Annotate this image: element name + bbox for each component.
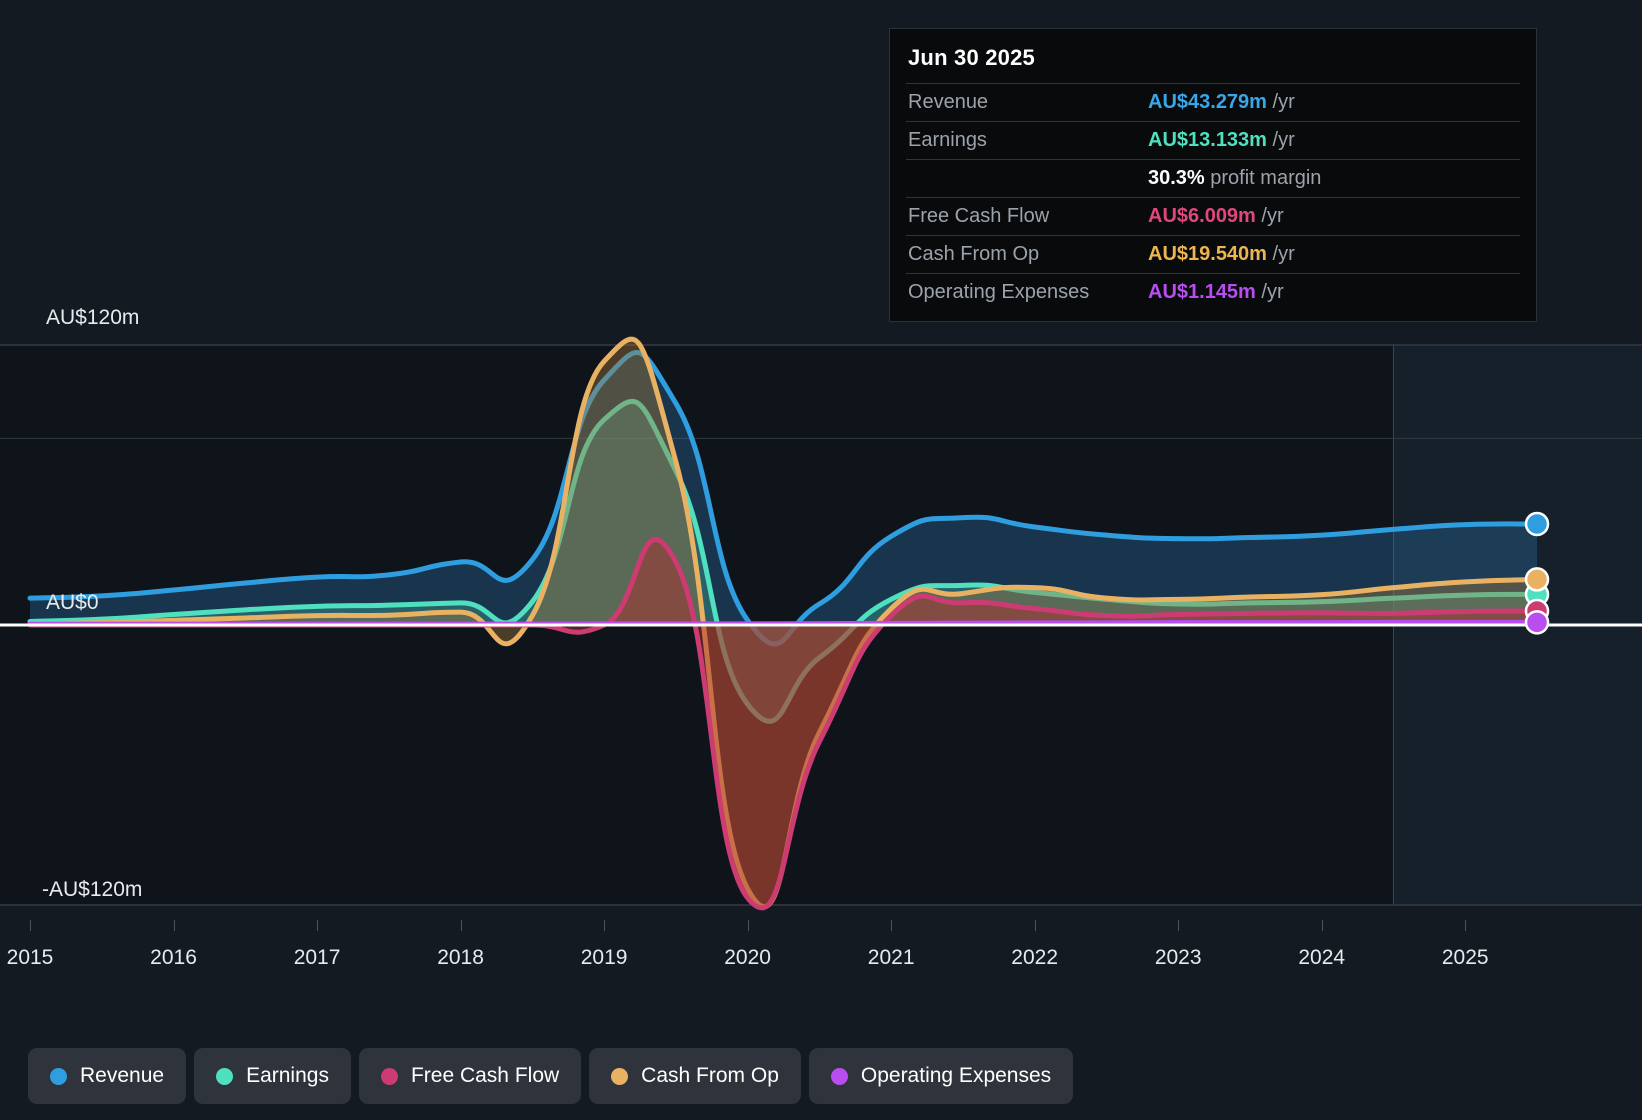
tooltip-value-number: AU$6.009m bbox=[1148, 205, 1256, 227]
legend-color-dot-icon bbox=[50, 1067, 67, 1085]
tooltip-value-unit: /yr bbox=[1255, 281, 1284, 303]
series-revenue bbox=[27, 350, 1540, 647]
x-axis-tick-mark bbox=[1178, 920, 1180, 931]
tooltip-row: Cash From Op AU$19.540m /yr bbox=[906, 235, 1520, 274]
tooltip-value-number: AU$19.540m bbox=[1148, 243, 1267, 265]
tooltip-metric-label bbox=[906, 160, 1146, 198]
tooltip-value-unit: /yr bbox=[1266, 243, 1295, 265]
x-axis-tick-label: 2024 bbox=[1298, 946, 1346, 969]
legend-color-dot-icon bbox=[830, 1067, 848, 1085]
x-axis-tick-label: 2017 bbox=[293, 946, 341, 969]
legend-item-label: Revenue bbox=[80, 1064, 165, 1087]
legend-color-dot-icon bbox=[380, 1067, 398, 1085]
data-tooltip: Jun 30 2025 Revenue AU$43.279m /yr Earning… bbox=[889, 28, 1537, 322]
y-axis-label-top: AU$120m bbox=[46, 306, 140, 329]
legend-item-operating-expenses[interactable]: Operating Expenses bbox=[808, 1048, 1074, 1104]
tooltip-value-unit: /yr bbox=[1266, 91, 1295, 113]
tooltip-value-number: 30.3% bbox=[1148, 167, 1205, 189]
x-axis-tick-mark bbox=[1321, 920, 1323, 931]
x-axis-tick-mark bbox=[460, 920, 462, 931]
x-axis-tick-mark bbox=[173, 920, 175, 931]
tooltip-row: Operating Expenses AU$1.145m /yr bbox=[906, 273, 1520, 312]
tooltip-metric-label: Operating Expenses bbox=[908, 281, 1090, 303]
tooltip-row: Earnings AU$13.133m /yr bbox=[906, 121, 1520, 160]
x-axis-tick-mark bbox=[1034, 920, 1036, 931]
x-axis-tick-label: 2025 bbox=[1441, 946, 1489, 969]
x-axis-tick-mark bbox=[1465, 920, 1467, 931]
tooltip-metric-value: AU$1.145m /yr bbox=[1146, 274, 1520, 312]
chart-legend: Revenue Earnings Free Cash Flow Cash From O… bbox=[28, 1048, 1074, 1104]
legend-item-revenue[interactable]: Revenue bbox=[28, 1048, 187, 1104]
x-axis-tick-label: 2021 bbox=[867, 946, 915, 969]
legend-item-label: Cash From Op bbox=[641, 1064, 779, 1087]
tooltip-metric-label: Revenue bbox=[908, 91, 989, 113]
series-endpoint-marker bbox=[1524, 567, 1550, 592]
x-axis-tick-label: 2020 bbox=[724, 946, 771, 969]
tooltip-metric-value: 30.3% profit margin bbox=[1146, 160, 1520, 198]
tooltip-date: Jun 30 2025 bbox=[908, 45, 1035, 70]
tooltip-value-number: AU$13.133m bbox=[1148, 129, 1267, 151]
legend-item-cash-from-op[interactable]: Cash From Op bbox=[589, 1048, 801, 1104]
legend-item-label: Operating Expenses bbox=[860, 1064, 1052, 1087]
tooltip-metric-label: Cash From Op bbox=[908, 243, 1040, 265]
x-axis-tick-label: 2023 bbox=[1154, 946, 1202, 969]
series-area-fill bbox=[30, 539, 1537, 908]
legend-item-earnings[interactable]: Earnings bbox=[194, 1048, 351, 1104]
tooltip-value-unit: /yr bbox=[1255, 205, 1284, 227]
series-area-fill bbox=[30, 352, 1537, 645]
tooltip-value-unit: profit margin bbox=[1204, 167, 1322, 189]
y-axis-label-bottom: -AU$120m bbox=[42, 878, 143, 901]
x-axis-tick-label: 2015 bbox=[6, 946, 54, 969]
tooltip-row: Free Cash Flow AU$6.009m /yr bbox=[906, 197, 1520, 236]
legend-color-dot-icon bbox=[611, 1067, 629, 1085]
tooltip-metric-label: Earnings bbox=[908, 129, 987, 151]
tooltip-value-number: AU$43.279m bbox=[1148, 91, 1267, 113]
x-axis-tick-mark bbox=[747, 920, 749, 931]
series-line bbox=[27, 350, 1540, 647]
x-axis-tick-label: 2016 bbox=[150, 946, 197, 969]
legend-item-label: Earnings bbox=[246, 1064, 329, 1087]
series-endpoint-marker bbox=[1524, 610, 1550, 635]
series-endpoint-marker bbox=[1524, 511, 1550, 537]
tooltip-metric-value: AU$43.279m /yr bbox=[1146, 84, 1520, 122]
tooltip-value-number: AU$1.145m bbox=[1148, 281, 1256, 303]
tooltip-metric-value: AU$6.009m /yr bbox=[1146, 198, 1520, 236]
tooltip-metric-label: Free Cash Flow bbox=[908, 205, 1050, 227]
chart-svg bbox=[0, 336, 1642, 911]
x-axis: 2015 2016 2017 2018 2019 2020 2021 2022 2023 2024… bbox=[0, 920, 1642, 980]
tooltip-row: 30.3% profit margin bbox=[906, 159, 1520, 198]
y-axis-label-zero: AU$0 bbox=[46, 591, 99, 614]
legend-item-free-cash-flow[interactable]: Free Cash Flow bbox=[358, 1048, 582, 1104]
chart-plot-area: AU$120m AU$0 -AU$120m bbox=[0, 300, 1642, 920]
legend-color-dot-icon bbox=[216, 1067, 234, 1085]
tooltip-row: Revenue AU$43.279m /yr bbox=[906, 83, 1520, 122]
x-axis-tick-mark bbox=[30, 920, 31, 931]
legend-item-label: Free Cash Flow bbox=[410, 1064, 560, 1087]
tooltip-value-unit: /yr bbox=[1266, 129, 1295, 151]
x-axis-tick-label: 2022 bbox=[1011, 946, 1059, 969]
tooltip-metric-value: AU$19.540m /yr bbox=[1146, 236, 1520, 274]
x-axis-tick-mark bbox=[317, 920, 319, 931]
x-axis-tick-mark bbox=[891, 920, 893, 931]
x-axis-tick-label: 2018 bbox=[437, 946, 484, 969]
tooltip-metric-value: AU$13.133m /yr bbox=[1146, 122, 1520, 160]
x-axis-tick-mark bbox=[604, 920, 606, 931]
x-axis-tick-label: 2019 bbox=[580, 946, 628, 969]
tooltip-metrics-table: Revenue AU$43.279m /yr Earnings AU$13.133m … bbox=[906, 83, 1520, 311]
